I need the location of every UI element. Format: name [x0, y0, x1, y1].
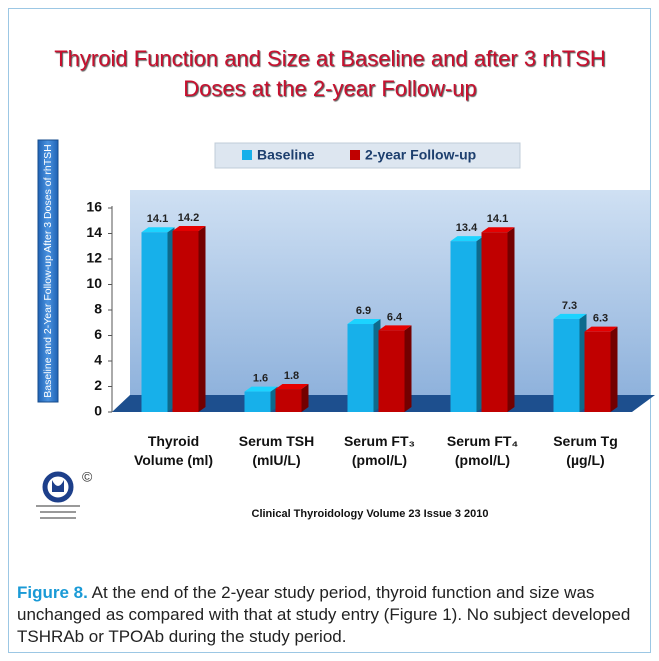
- data-label: 6.4: [387, 311, 403, 323]
- x-tick-label: Serum Tg (µg/L): [553, 433, 618, 468]
- y-tick-label: 16: [86, 199, 102, 215]
- caption-text: At the end of the 2-year study period, t…: [17, 583, 631, 646]
- legend-swatch: [242, 150, 252, 160]
- bar-top: [378, 325, 412, 331]
- bar-side: [610, 326, 618, 412]
- x-tick-label: Thyroid Volume (ml): [133, 433, 214, 468]
- y-tick-label: 14: [86, 224, 102, 240]
- source: Clinical Thyroidology Volume 23 Issue 3 …: [252, 508, 489, 520]
- bar: [244, 391, 271, 412]
- y-tick-label: 4: [94, 352, 102, 368]
- y-tick-label: 2: [94, 377, 102, 393]
- figure-frame: [8, 8, 651, 653]
- logo: [36, 471, 80, 519]
- bar-top: [141, 227, 175, 233]
- bar-side: [404, 325, 412, 412]
- bar: [172, 230, 199, 412]
- bar-top: [275, 384, 309, 390]
- bar-top: [347, 319, 381, 325]
- bar-top: [244, 386, 278, 392]
- data-label: 13.4: [456, 222, 478, 234]
- bar: [141, 232, 168, 412]
- data-label: 14.2: [178, 212, 199, 224]
- data-label: 1.8: [284, 370, 299, 382]
- bar-side: [507, 227, 515, 412]
- bar: [275, 389, 302, 412]
- legend-label: Baseline: [257, 147, 315, 163]
- legend-swatch: [350, 150, 360, 160]
- bar: [553, 318, 580, 412]
- y-tick-label: 0: [94, 403, 102, 419]
- y-tick-label: 6: [94, 326, 102, 342]
- bar: [450, 241, 477, 412]
- y-label-box: [37, 139, 59, 403]
- data-label: 14.1: [147, 213, 168, 225]
- data-label: 1.6: [253, 373, 268, 385]
- legend-box: [214, 142, 521, 169]
- x-tick-label: Serum TSH (mIU/L): [238, 433, 315, 468]
- caption-label: Figure 8.: [17, 583, 88, 602]
- bar-top: [553, 313, 587, 319]
- bar: [347, 324, 374, 412]
- bar-side: [198, 225, 206, 412]
- y-axis-label: Baseline and 2-Year Follow-up After 3 Do…: [42, 144, 54, 398]
- legend-label: 2-year Follow-up: [365, 147, 476, 163]
- bar-top: [481, 227, 515, 233]
- logo-mark: ©: [82, 469, 93, 485]
- y-tick-label: 10: [86, 275, 102, 291]
- bar: [481, 232, 508, 412]
- bar-side: [301, 384, 309, 412]
- chart-title: Thyroid Function and Size at Baseline an…: [54, 46, 606, 101]
- bar: [378, 330, 405, 412]
- y-tick-label: 8: [94, 301, 102, 317]
- data-label: 6.9: [356, 305, 371, 317]
- back-wall: [130, 190, 650, 395]
- bar: [584, 331, 611, 412]
- data-label: 6.3: [593, 313, 608, 325]
- x-tick-label: Serum FT₄ (pmol/L): [446, 433, 519, 468]
- bar-top: [172, 225, 206, 231]
- data-label: 7.3: [562, 300, 577, 312]
- data-label: 14.1: [487, 213, 508, 225]
- caption: Figure 8. At the end of the 2-year study…: [17, 582, 645, 648]
- bar-top: [450, 236, 484, 242]
- bar-top: [584, 326, 618, 332]
- y-tick-label: 12: [86, 250, 102, 266]
- x-tick-label: Serum FT₃ (pmol/L): [343, 433, 416, 468]
